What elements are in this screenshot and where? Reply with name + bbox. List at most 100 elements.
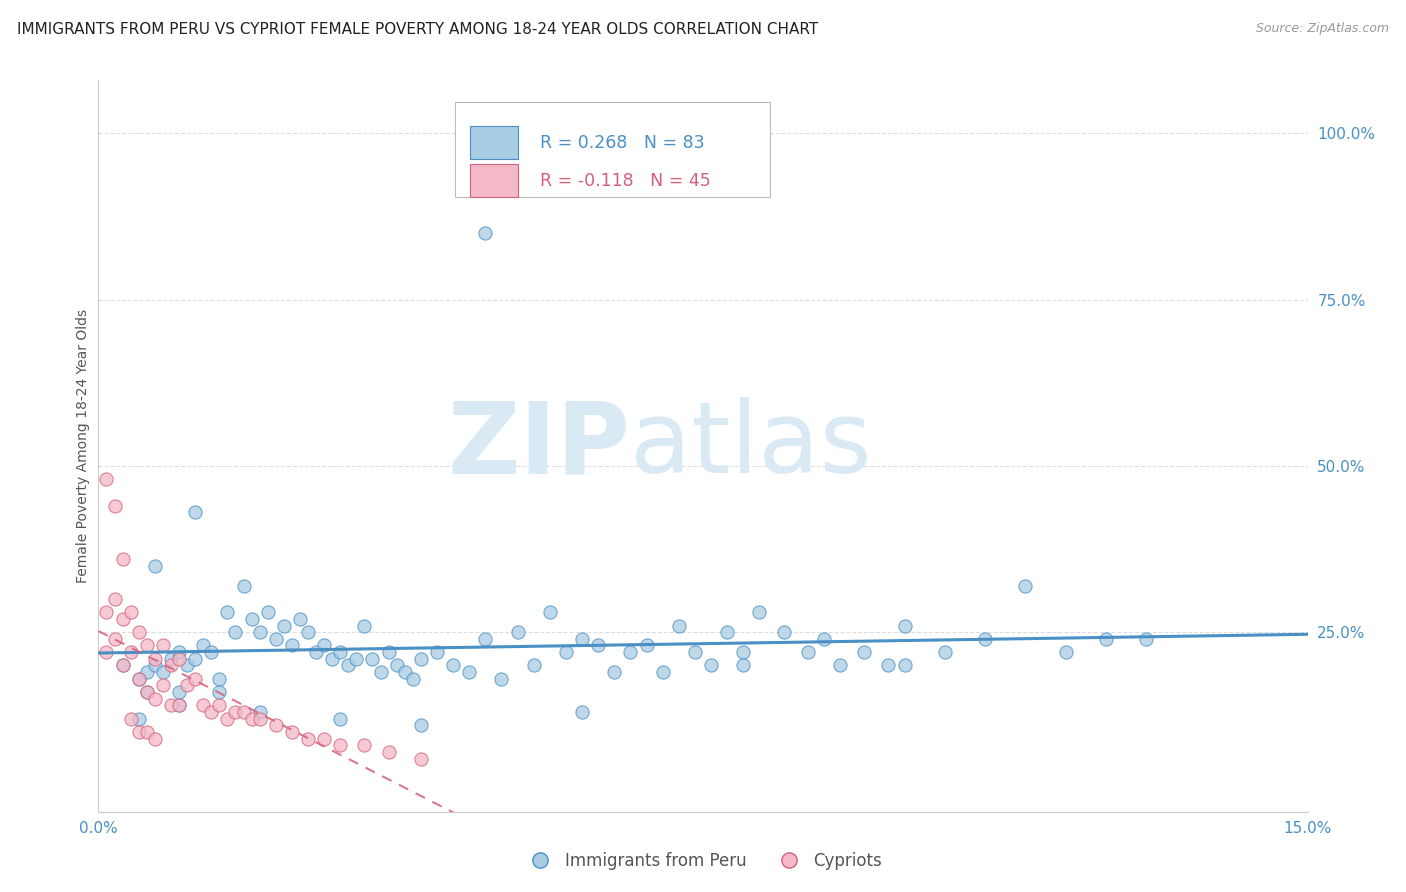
Point [217, 605, 239, 619]
Point [506, 625, 529, 640]
Point [143, 731, 166, 746]
Point [160, 652, 183, 666]
Point [474, 226, 496, 240]
Point [143, 658, 166, 673]
Point [135, 725, 157, 739]
Point [167, 698, 190, 713]
Point [135, 665, 157, 679]
Point [344, 652, 367, 666]
Point [240, 712, 263, 726]
Point [603, 665, 626, 679]
Text: Source: ZipAtlas.com: Source: ZipAtlas.com [1256, 22, 1389, 36]
Point [1095, 632, 1118, 646]
Point [385, 658, 408, 673]
Point [103, 499, 125, 513]
Point [111, 658, 134, 673]
Point [377, 645, 399, 659]
Point [491, 672, 513, 686]
Point [297, 731, 319, 746]
Point [200, 705, 222, 719]
Text: R = -0.118   N = 45: R = -0.118 N = 45 [540, 171, 710, 190]
Bar [470, 126, 517, 159]
Point [224, 705, 246, 719]
Point [748, 605, 770, 619]
Point [458, 665, 481, 679]
Point [208, 672, 231, 686]
Point [128, 712, 150, 726]
Point [128, 725, 150, 739]
Point [321, 652, 343, 666]
Point [329, 738, 352, 752]
Text: IMMIGRANTS FROM PERU VS CYPRIOT FEMALE POVERTY AMONG 18-24 YEAR OLDS CORRELATION: IMMIGRANTS FROM PERU VS CYPRIOT FEMALE P… [17, 22, 818, 37]
Point [394, 665, 416, 679]
Point [538, 605, 561, 619]
Point [200, 645, 222, 659]
Point [370, 665, 392, 679]
Point [184, 672, 207, 686]
Point [305, 645, 328, 659]
Point [217, 712, 239, 726]
Y-axis label: Female Poverty Among 18-24 Year Olds: Female Poverty Among 18-24 Year Olds [76, 309, 90, 583]
Text: atlas: atlas [630, 398, 872, 494]
Point [441, 658, 464, 673]
Point [240, 612, 263, 626]
Point [1135, 632, 1157, 646]
Point [571, 705, 593, 719]
Point [1054, 645, 1077, 659]
Point [353, 618, 375, 632]
Point [167, 652, 190, 666]
Point [853, 645, 876, 659]
Point [120, 645, 142, 659]
Point [208, 698, 231, 713]
Point [193, 698, 215, 713]
Point [273, 618, 295, 632]
Point [167, 698, 190, 713]
Point [103, 591, 125, 606]
Point [700, 658, 723, 673]
Point [264, 632, 287, 646]
Point [636, 639, 658, 653]
Legend: Immigrants from Peru, Cypriots: Immigrants from Peru, Cypriots [517, 846, 889, 877]
Point [152, 639, 174, 653]
Point [353, 738, 375, 752]
Point [232, 705, 254, 719]
Point [120, 712, 142, 726]
Point [586, 639, 609, 653]
Point [377, 745, 399, 759]
Point [152, 678, 174, 692]
Point [208, 685, 231, 699]
Point [256, 605, 278, 619]
Point [96, 605, 118, 619]
Point [571, 632, 593, 646]
Point [264, 718, 287, 732]
Point [314, 731, 336, 746]
Point [555, 645, 578, 659]
Point [409, 652, 432, 666]
Point [249, 625, 271, 640]
Point [716, 625, 738, 640]
Point [329, 712, 352, 726]
Point [402, 672, 425, 686]
Point [668, 618, 690, 632]
Point [337, 658, 360, 673]
Point [409, 718, 432, 732]
Point [314, 639, 336, 653]
Point [297, 625, 319, 640]
Point [893, 658, 915, 673]
Point [1014, 579, 1036, 593]
Bar [470, 164, 517, 197]
Point [683, 645, 706, 659]
Point [103, 632, 125, 646]
Point [523, 658, 546, 673]
Point [160, 698, 183, 713]
Point [111, 658, 134, 673]
Point [772, 625, 794, 640]
Point [135, 639, 157, 653]
Point [474, 632, 496, 646]
Point [143, 652, 166, 666]
Point [619, 645, 641, 659]
Point [143, 558, 166, 573]
Point [797, 645, 820, 659]
Point [128, 625, 150, 640]
Text: ZIP: ZIP [447, 398, 630, 494]
